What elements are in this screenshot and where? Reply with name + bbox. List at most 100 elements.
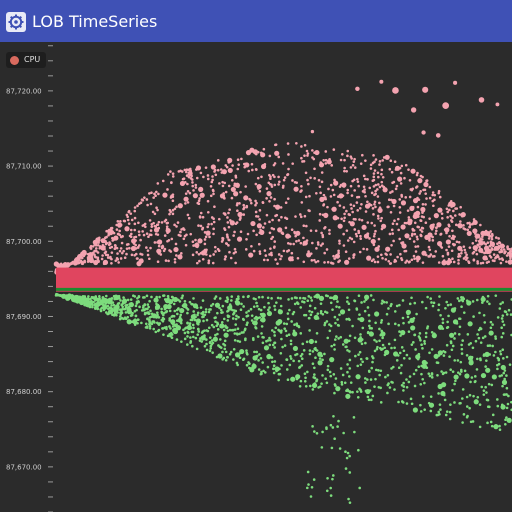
chart[interactable]: 87,720.0087,710.0087,700.0087,690.0087,6… (0, 42, 512, 512)
ask-point (314, 229, 318, 233)
bid-point (385, 312, 389, 316)
ask-point (380, 184, 384, 187)
bid-point (261, 295, 264, 299)
bid-point (448, 355, 451, 358)
bid-point (460, 343, 463, 347)
ask-point (192, 189, 195, 192)
ask-point (420, 226, 424, 230)
bid-point (298, 365, 302, 369)
ask-point (374, 205, 377, 209)
y-axis: 87,720.0087,710.0087,700.0087,690.0087,6… (6, 45, 53, 512)
bid-point (245, 351, 249, 355)
bid-point (293, 323, 296, 326)
ask-point (343, 169, 346, 173)
bid-point (263, 305, 266, 309)
ask-point (156, 208, 159, 212)
ask-point (233, 247, 237, 251)
bid-point (374, 311, 380, 317)
bid-point (263, 371, 267, 374)
bid-point (453, 374, 459, 380)
ask-point (364, 203, 371, 209)
bid-point (332, 474, 335, 477)
ask-point (258, 209, 262, 212)
ask-point (330, 164, 334, 167)
bid-point (505, 393, 508, 396)
bid-point (209, 344, 213, 348)
bid-point (420, 343, 423, 347)
ask-point (417, 198, 421, 201)
bid-point (469, 420, 473, 424)
bid-point (480, 385, 484, 389)
ask-point (185, 168, 189, 171)
ask-point (262, 258, 266, 262)
ask-point (109, 255, 112, 259)
gear-icon[interactable] (6, 12, 26, 32)
ask-point (370, 239, 374, 243)
ask-point (223, 257, 227, 261)
bid-point (449, 340, 453, 343)
ask-point (245, 237, 248, 241)
ask-point (224, 242, 228, 245)
ask-point (211, 188, 215, 192)
bid-point (313, 373, 316, 376)
ask-point (322, 204, 325, 207)
ask-point (287, 167, 290, 171)
ask-point (330, 261, 334, 265)
ask-point (212, 227, 215, 231)
bid-point (230, 299, 233, 302)
bid-point (363, 309, 367, 313)
ask-point (400, 195, 404, 198)
ask-point (214, 250, 217, 253)
ask-point (366, 255, 372, 261)
ask-point (81, 252, 84, 256)
bid-point (230, 295, 234, 298)
y-tick-label: 87,690.00 (6, 313, 42, 321)
ask-point (413, 221, 417, 225)
bid-point (380, 331, 386, 337)
ask-point (120, 241, 124, 245)
bid-point (216, 332, 219, 336)
ask-point (227, 225, 231, 229)
ask-point (222, 196, 226, 200)
bid-point (268, 338, 272, 342)
ask-point (115, 256, 119, 260)
ask-point (91, 251, 95, 255)
ask-point (498, 250, 502, 254)
ask-point (210, 180, 214, 184)
ask-point (306, 152, 310, 155)
ask-point (277, 183, 280, 186)
ask-point (230, 196, 234, 200)
bid-point (380, 318, 384, 322)
ask-point (209, 185, 213, 188)
bid-point (387, 322, 390, 326)
bid-point (397, 323, 401, 327)
ask-point (441, 216, 444, 220)
legend[interactable]: CPU (6, 52, 47, 68)
ask-point (484, 251, 487, 254)
ask-point (313, 177, 316, 180)
ask-point (475, 252, 479, 256)
ask-point (319, 161, 323, 164)
bid-point (371, 394, 375, 398)
bid-point (358, 350, 362, 354)
ask-point (123, 256, 127, 260)
ask-point (439, 232, 443, 236)
bid-point (375, 347, 379, 351)
ask-point (182, 228, 186, 231)
bid-point (220, 320, 224, 324)
ask-point (303, 214, 307, 218)
ask-point (428, 248, 432, 252)
ask-point (305, 149, 309, 153)
ask-point (236, 236, 243, 242)
bid-point (491, 374, 497, 380)
bid-point (214, 295, 218, 298)
y-tick-label: 87,720.00 (6, 87, 42, 95)
ask-point (478, 240, 484, 246)
bid-point (458, 325, 462, 329)
ask-point (310, 129, 315, 134)
bid-point (89, 302, 92, 306)
bid-point (180, 340, 183, 343)
ask-point (422, 188, 425, 192)
ask-point (87, 253, 93, 259)
bid-point (308, 352, 312, 356)
